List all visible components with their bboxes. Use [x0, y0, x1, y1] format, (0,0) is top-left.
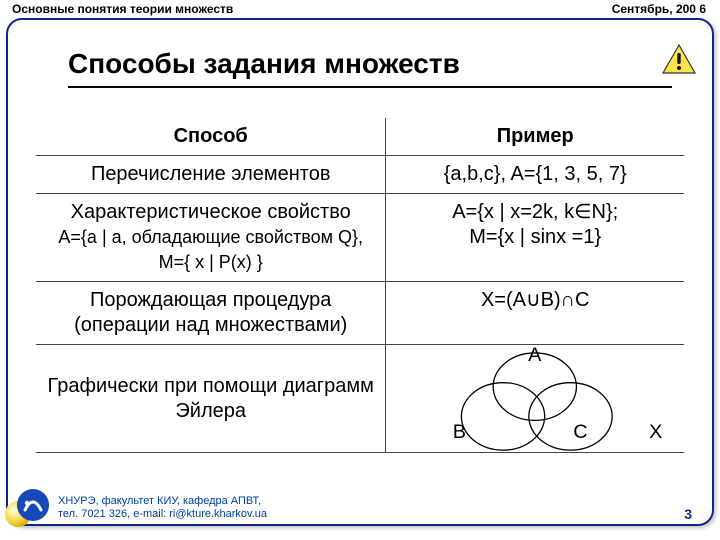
logo-icon	[16, 488, 50, 522]
euler-diagram: A B C X	[386, 345, 684, 454]
title-block: Способы задания множеств	[68, 48, 672, 88]
table-cell: A={x | x=2k, k∈N}; M={x | sinx =1}	[386, 194, 684, 282]
topic-label: Основные понятия теории множеств	[8, 2, 237, 16]
table-header: Способ	[36, 118, 386, 156]
svg-text:A: A	[529, 345, 543, 366]
euler-diagram-cell: A B C X	[386, 345, 684, 453]
title-rule	[68, 86, 672, 88]
table-cell: X=(A∪B)∩C	[386, 282, 684, 345]
page-number: 3	[684, 506, 692, 522]
table-cell: Характеристическое свойство A={a | a, об…	[36, 194, 386, 282]
table-cell: {a,b,c}, A={1, 3, 5, 7}	[386, 156, 684, 194]
table-cell: Порождающая процедура (операции над множ…	[36, 282, 386, 345]
slide-title: Способы задания множеств	[68, 48, 672, 80]
warning-icon	[662, 44, 696, 74]
methods-table: Способ Пример Перечисление элементов {a,…	[36, 118, 684, 453]
svg-text:B: B	[453, 421, 466, 443]
table-cell: Перечисление элементов	[36, 156, 386, 194]
svg-text:C: C	[574, 421, 588, 443]
slide: Основные понятия теории множеств Сентябр…	[0, 0, 720, 540]
table-cell: Графически при помощи диаграмм Эйлера	[36, 345, 386, 453]
date-label: Сентябрь, 200 6	[608, 2, 710, 16]
svg-text:X: X	[650, 421, 663, 443]
table-header: Пример	[386, 118, 684, 156]
footer-text: ХНУРЭ, факультет КИУ, кафедра АПВТ, тел.…	[58, 495, 267, 523]
